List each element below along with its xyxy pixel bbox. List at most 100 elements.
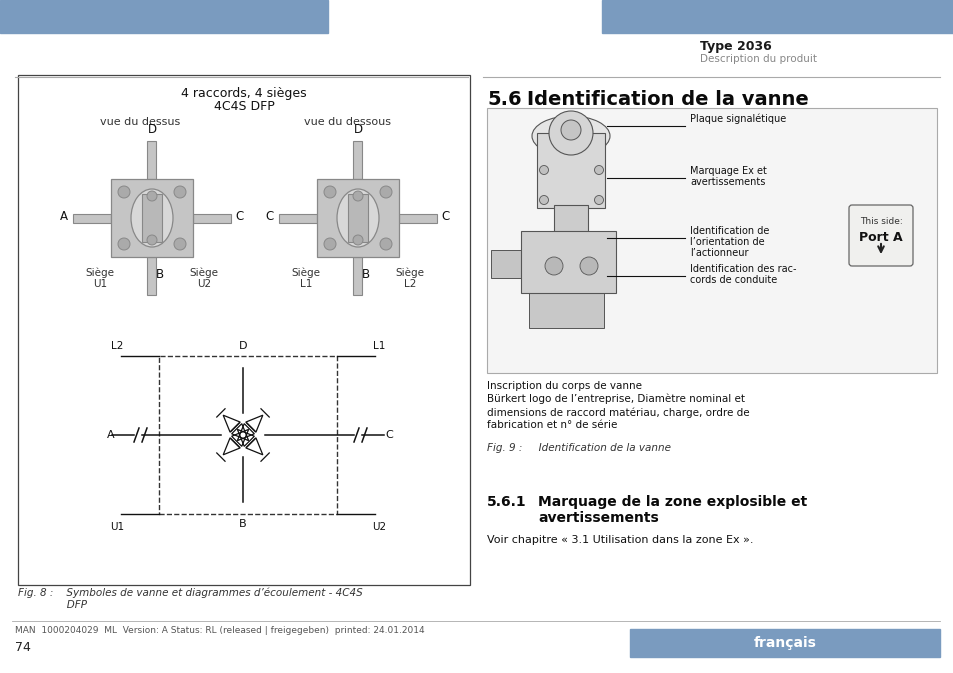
Text: fabrication et n° de série: fabrication et n° de série	[486, 420, 617, 430]
Text: DFP: DFP	[18, 600, 87, 610]
Text: C: C	[235, 209, 244, 223]
Bar	[159, 356, 336, 514]
Text: Siège: Siège	[292, 268, 320, 279]
Circle shape	[594, 166, 603, 174]
Text: A: A	[60, 209, 68, 223]
Text: Identification de: Identification de	[689, 226, 768, 236]
Text: D: D	[353, 123, 362, 136]
Text: L1: L1	[373, 341, 385, 351]
Text: L1: L1	[299, 279, 312, 289]
Text: l’orientation de: l’orientation de	[689, 237, 763, 247]
Circle shape	[173, 186, 186, 198]
Text: U1: U1	[110, 522, 124, 532]
Circle shape	[539, 166, 548, 174]
Text: B: B	[155, 268, 164, 281]
Circle shape	[173, 238, 186, 250]
Text: Siège: Siège	[190, 268, 218, 279]
Text: avertissements: avertissements	[537, 511, 659, 525]
FancyBboxPatch shape	[848, 205, 912, 266]
Circle shape	[118, 238, 130, 250]
Text: Fig. 8 :    Symboles de vanne et diagrammes d’écoulement - 4C4S: Fig. 8 : Symboles de vanne et diagrammes…	[18, 588, 362, 598]
Text: C: C	[385, 430, 393, 440]
Bar	[529, 290, 603, 328]
Circle shape	[560, 120, 580, 140]
Text: Bürkert logo de l’entreprise, Diamètre nominal et: Bürkert logo de l’entreprise, Diamètre n…	[486, 394, 744, 404]
Text: U1: U1	[92, 279, 107, 289]
Text: C: C	[266, 209, 274, 223]
Bar	[348, 194, 368, 242]
Ellipse shape	[131, 189, 172, 247]
Text: Identification des rac-: Identification des rac-	[689, 264, 796, 274]
Bar	[354, 141, 362, 179]
Bar	[73, 213, 111, 223]
Text: Voir chapitre « 3.1 Utilisation dans la zone Ex ».: Voir chapitre « 3.1 Utilisation dans la …	[486, 535, 753, 545]
Text: L2: L2	[111, 341, 123, 351]
Bar	[398, 213, 436, 223]
Text: cords de conduite: cords de conduite	[689, 275, 777, 285]
Bar	[142, 194, 162, 242]
Text: l’actionneur: l’actionneur	[689, 248, 748, 258]
Bar	[629, 629, 939, 657]
Text: Type 2036: Type 2036	[700, 40, 771, 53]
Text: 5.6: 5.6	[486, 90, 521, 109]
Text: Siège: Siège	[395, 268, 424, 279]
Bar	[0, 0, 328, 33]
Circle shape	[324, 238, 335, 250]
Text: vue du dessus: vue du dessus	[100, 117, 180, 127]
Text: FLUID CONTROL SYSTEMS: FLUID CONTROL SYSTEMS	[190, 24, 280, 30]
Text: 5.6.1: 5.6.1	[486, 495, 526, 509]
Bar	[537, 133, 604, 208]
Bar	[354, 257, 362, 295]
Text: Port A: Port A	[859, 231, 902, 244]
Circle shape	[579, 257, 598, 275]
Circle shape	[353, 191, 363, 201]
Text: avertissements: avertissements	[689, 177, 764, 187]
Circle shape	[544, 257, 562, 275]
Circle shape	[147, 235, 157, 245]
Text: B: B	[239, 519, 247, 529]
Text: B: B	[361, 268, 370, 281]
Text: Identification de la vanne: Identification de la vanne	[526, 90, 808, 109]
Text: français: français	[753, 636, 816, 650]
Text: 4 raccords, 4 sièges: 4 raccords, 4 sièges	[181, 87, 307, 100]
Circle shape	[594, 195, 603, 205]
Bar	[278, 213, 316, 223]
Text: vue du dessous: vue du dessous	[304, 117, 391, 127]
Bar	[520, 231, 616, 293]
Text: U2: U2	[372, 522, 386, 532]
Text: 4C4S DFP: 4C4S DFP	[213, 100, 274, 114]
Circle shape	[379, 238, 392, 250]
Text: dimensions de raccord matériau, charge, ordre de: dimensions de raccord matériau, charge, …	[486, 407, 749, 417]
Bar	[148, 141, 156, 179]
Text: Marquage Ex et: Marquage Ex et	[689, 166, 766, 176]
Text: This side:: This side:	[859, 217, 902, 226]
Text: Inscription du corps de vanne: Inscription du corps de vanne	[486, 381, 641, 391]
Bar	[491, 250, 522, 278]
Circle shape	[548, 111, 593, 155]
Circle shape	[324, 186, 335, 198]
Text: Siège: Siège	[86, 268, 114, 279]
Text: bürkert: bürkert	[191, 5, 278, 25]
Text: D: D	[238, 341, 247, 351]
Circle shape	[118, 186, 130, 198]
Text: L2: L2	[403, 279, 416, 289]
Circle shape	[379, 186, 392, 198]
Text: Description du produit: Description du produit	[700, 54, 816, 64]
Text: C: C	[441, 209, 450, 223]
Text: A: A	[108, 430, 115, 440]
Text: D: D	[148, 123, 156, 136]
Bar	[486, 108, 936, 373]
Bar	[111, 179, 193, 257]
Ellipse shape	[336, 189, 378, 247]
Circle shape	[539, 195, 548, 205]
Text: Fig. 9 :     Identification de la vanne: Fig. 9 : Identification de la vanne	[486, 443, 670, 453]
Text: Marquage de la zone explosible et: Marquage de la zone explosible et	[537, 495, 806, 509]
Circle shape	[353, 235, 363, 245]
Bar	[601, 0, 953, 33]
Circle shape	[147, 191, 157, 201]
Bar	[316, 179, 398, 257]
Bar	[554, 205, 587, 233]
Ellipse shape	[532, 116, 609, 156]
Text: U2: U2	[196, 279, 211, 289]
Bar	[193, 213, 231, 223]
